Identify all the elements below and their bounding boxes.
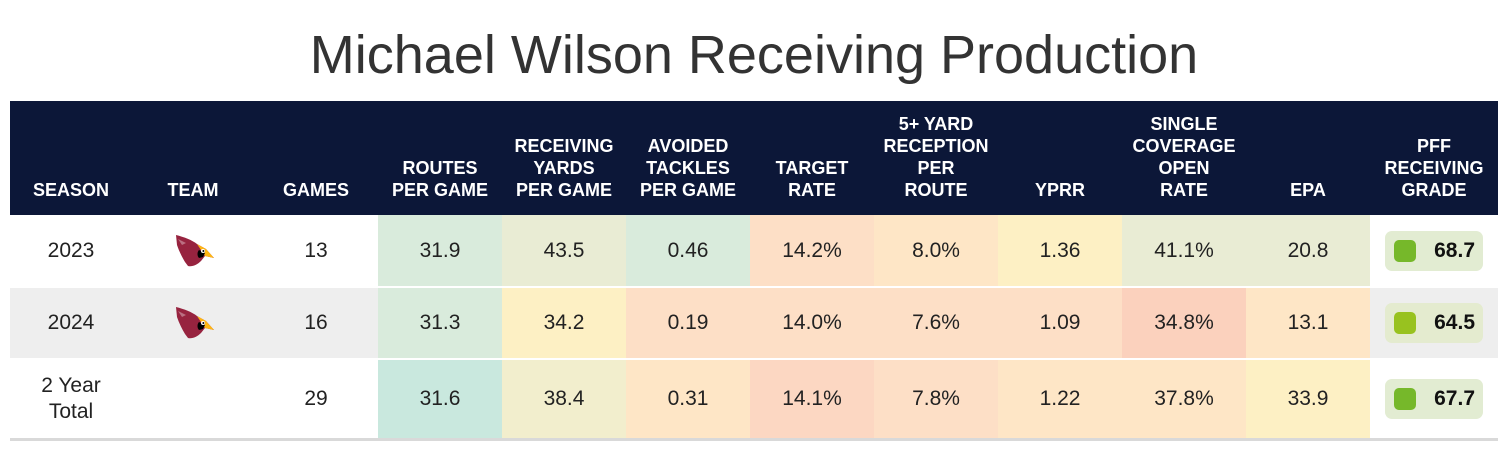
column-header-receiving-yards-per-game: RECEIVING YARDS PER GAME (502, 101, 626, 215)
season-cell: 2023 (10, 215, 132, 288)
single-coverage-open-rate-cell: 34.8% (1122, 287, 1246, 360)
grade-color-icon (1394, 387, 1416, 410)
column-header-single-coverage-open-rate: SINGLE COVERAGE OPEN RATE (1122, 101, 1246, 215)
yprr-cell: 1.09 (998, 287, 1122, 360)
column-header-5-yard-reception-per-route: 5+ YARD RECEPTION PER ROUTE (874, 101, 998, 215)
grade-badge: 64.5 (1385, 303, 1483, 343)
column-header-season: SEASON (10, 101, 132, 215)
epa-cell: 33.9 (1246, 359, 1370, 441)
pff-grade-cell: 67.7 (1370, 359, 1498, 441)
grade-value: 64.5 (1434, 311, 1475, 334)
column-header-team: TEAM (132, 101, 254, 215)
season-label: 2 Year (41, 373, 101, 397)
games-cell: 29 (254, 359, 378, 441)
season-label: 2023 (47, 238, 95, 262)
column-header-games: GAMES (254, 101, 378, 215)
team-cell (132, 359, 254, 441)
yprr-cell: 1.22 (998, 359, 1122, 441)
arizona-cardinals-logo-icon (170, 231, 216, 271)
epa-cell: 20.8 (1246, 215, 1370, 288)
reception-5plus-per-route-cell: 7.8% (874, 359, 998, 441)
column-header-avoided-tackles-per-game: AVOIDED TACKLES PER GAME (626, 101, 750, 215)
games-cell: 16 (254, 287, 378, 360)
grade-color-icon (1394, 239, 1416, 262)
team-cell (132, 287, 254, 360)
column-header-target-rate: TARGET RATE (750, 101, 874, 215)
season-label: 2024 (47, 311, 95, 334)
single-coverage-open-rate-cell: 41.1% (1122, 215, 1246, 288)
yprr-cell: 1.36 (998, 215, 1122, 288)
column-header-yprr: YPRR (998, 101, 1122, 215)
table-row: 2023 13 31.9 43.5 0.46 14.2% 8.0% 1.36 41.1% 20.8… (10, 215, 1498, 288)
column-header-pff-receiving-grade: PFF RECEIVING GRADE (1370, 101, 1498, 215)
column-header-epa: EPA (1246, 101, 1370, 215)
target-rate-cell: 14.2% (750, 215, 874, 288)
single-coverage-open-rate-cell: 37.8% (1122, 359, 1246, 441)
reception-5plus-per-route-cell: 8.0% (874, 215, 998, 288)
grade-badge: 68.7 (1385, 230, 1483, 271)
avoided-tackles-per-game-cell: 0.19 (626, 287, 750, 360)
routes-per-game-cell: 31.9 (378, 215, 502, 288)
target-rate-cell: 14.0% (750, 287, 874, 360)
receiving-yards-per-game-cell: 38.4 (502, 359, 626, 441)
table-row: 2 Year Total 29 31.6 38.4 0.31 14.1% 7.8% 1.22 37… (10, 359, 1498, 441)
pff-grade-cell: 68.7 (1370, 215, 1498, 288)
pff-grade-cell: 64.5 (1370, 287, 1498, 360)
page-title: Michael Wilson Receiving Production (309, 25, 1199, 85)
target-rate-cell: 14.1% (750, 359, 874, 441)
team-cell (132, 215, 254, 288)
season-cell: 2024 (10, 287, 132, 360)
column-header-routes-per-game: ROUTES PER GAME (378, 101, 502, 215)
grade-color-icon (1394, 312, 1416, 334)
games-cell: 13 (254, 215, 378, 288)
avoided-tackles-per-game-cell: 0.46 (626, 215, 750, 288)
header-row: SEASON TEAM GAMES ROUTES PER GAME RECEIVI… (10, 101, 1498, 215)
grade-value: 68.7 (1434, 238, 1475, 262)
grade-value: 67.7 (1434, 386, 1475, 410)
table-row: 2024 16 31.3 34.2 0.19 14.0% 7.6% 1.09 34.8% 13.1… (10, 287, 1498, 360)
season-label: Total (48, 399, 94, 423)
routes-per-game-cell: 31.3 (378, 287, 502, 360)
receiving-stats-table: SEASON TEAM GAMES ROUTES PER GAME RECEIVI… (10, 101, 1498, 441)
arizona-cardinals-logo-icon (170, 303, 216, 343)
season-cell: 2 Year Total (10, 359, 132, 441)
avoided-tackles-per-game-cell: 0.31 (626, 359, 750, 441)
epa-cell: 13.1 (1246, 287, 1370, 360)
grade-badge: 67.7 (1385, 378, 1483, 419)
receiving-yards-per-game-cell: 34.2 (502, 287, 626, 360)
routes-per-game-cell: 31.6 (378, 359, 502, 441)
reception-5plus-per-route-cell: 7.6% (874, 287, 998, 360)
receiving-yards-per-game-cell: 43.5 (502, 215, 626, 288)
